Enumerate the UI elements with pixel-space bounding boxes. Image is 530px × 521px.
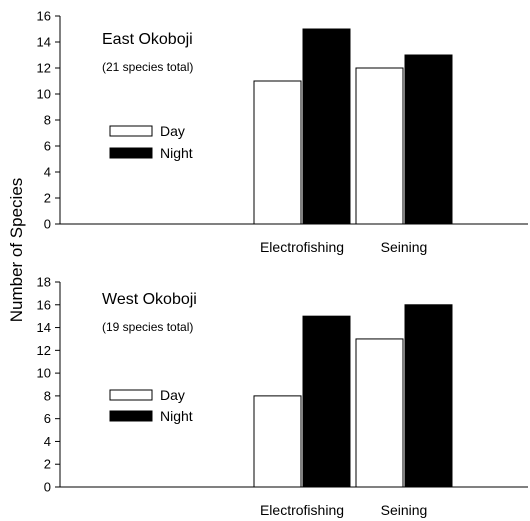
panel-subtitle: (21 species total) [102, 60, 193, 74]
legend-label: Night [160, 408, 193, 424]
legend-swatch-day [109, 389, 153, 401]
y-tick-label: 12 [37, 343, 51, 358]
y-tick-label: 0 [44, 217, 51, 232]
y-tick-label: 4 [44, 434, 51, 449]
y-tick-label: 2 [44, 191, 51, 206]
y-tick-label: 10 [37, 366, 51, 381]
y-tick-label: 14 [37, 320, 51, 335]
bar-night-electrofishing [302, 315, 351, 488]
legend-label: Day [160, 123, 185, 139]
y-tick-label: 10 [37, 87, 51, 102]
bar-night-electrofishing [302, 28, 351, 225]
category-label: Electrofishing [260, 239, 344, 255]
y-tick-label: 16 [37, 9, 51, 24]
legend-swatch-day [109, 125, 153, 137]
legend-swatch-night [109, 410, 153, 422]
y-tick-label: 6 [44, 411, 51, 426]
legend-label: Day [160, 387, 185, 403]
y-tick-label: 16 [37, 297, 51, 312]
y-tick-label: 4 [44, 165, 51, 180]
bar-day-electrofishing [253, 80, 302, 225]
category-label: Seining [381, 239, 428, 255]
panel-east-okoboji: 0 2 4 6 8 10 12 14 16 Electrofishing Seining East O… [37, 9, 528, 255]
bar-day-seining [355, 338, 404, 488]
bar-night-seining [404, 54, 453, 225]
panel-title: West Okoboji [102, 291, 197, 308]
y-tick-label: 8 [44, 388, 51, 403]
y-tick-label: 8 [44, 113, 51, 128]
panel-subtitle: (19 species total) [102, 320, 193, 334]
bar-day-electrofishing [253, 395, 302, 488]
y-tick-label: 0 [44, 480, 51, 495]
category-label: Electrofishing [260, 502, 344, 518]
legend-swatch-night [109, 147, 153, 159]
bar-day-seining [355, 67, 404, 225]
panel-title: East Okoboji [102, 31, 193, 48]
y-tick-label: 2 [44, 457, 51, 472]
y-tick-label: 6 [44, 139, 51, 154]
y-axis-label: Number of Species [7, 178, 26, 323]
bar-night-seining [404, 304, 453, 488]
y-tick-label: 18 [37, 275, 51, 290]
panel-west-okoboji: 0 2 4 6 8 10 12 14 16 18 Electrofishing Seining West… [37, 275, 528, 518]
y-tick-label: 12 [37, 61, 51, 76]
category-label: Seining [381, 502, 428, 518]
legend-label: Night [160, 145, 193, 161]
y-tick-label: 14 [37, 35, 51, 50]
